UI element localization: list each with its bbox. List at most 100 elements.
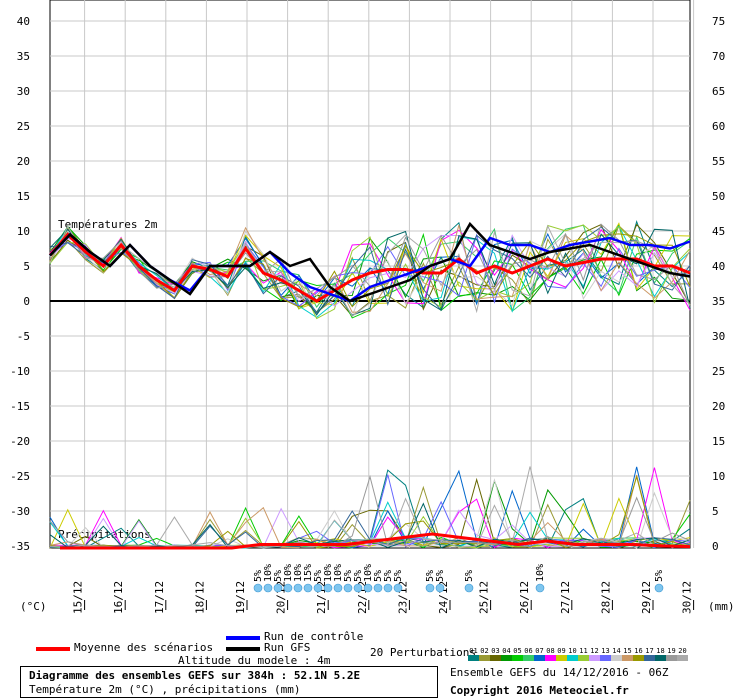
left-tick-label: 35 — [17, 50, 30, 63]
right-tick-label: 35 — [712, 295, 725, 308]
snowflake-icon — [654, 583, 664, 593]
precip-chance-label: 5% — [435, 570, 446, 582]
right-tick-label: 65 — [712, 85, 725, 98]
date-label: 15/12 — [72, 581, 85, 614]
precip-chance-label: 10% — [323, 564, 334, 582]
right-tick-label: 70 — [712, 50, 725, 63]
perturbation-number: 04 — [502, 647, 511, 655]
snowflake-icon — [253, 583, 263, 593]
snowflake-icon — [393, 583, 403, 593]
snowflake-icon — [303, 583, 313, 593]
control-legend-label: Run de contrôle — [264, 630, 364, 643]
right-tick-label: 25 — [712, 365, 725, 378]
precip-chance-label: 10% — [263, 564, 274, 582]
perturbation-swatch: 02 — [479, 647, 490, 661]
perturbation-number: 07 — [535, 647, 544, 655]
perturbation-color — [611, 655, 622, 661]
snowflake-icon — [333, 583, 343, 593]
right-unit: (mm) — [708, 600, 735, 613]
snowflake-icon — [353, 583, 363, 593]
perturbation-swatch: 01 — [468, 647, 479, 661]
perturbation-temp-line — [49, 228, 691, 316]
snowflake-icon — [263, 583, 273, 593]
perturbation-swatches: 01 02 03 04 05 06 07 08 09 10 11 12 13 14 15 16 17 18 19 20 — [468, 638, 688, 661]
perturbation-swatch: 15 — [622, 647, 633, 661]
perturbation-color — [600, 655, 611, 661]
precip-chance-label: 5% — [425, 570, 436, 582]
left-tick-label: 25 — [17, 120, 30, 133]
altitude-label: Altitude du modele : 4m — [178, 654, 331, 667]
snowflake-icon — [464, 583, 474, 593]
perturbation-color — [578, 655, 589, 661]
precip-chance-label: 10% — [333, 564, 344, 582]
footer-title: Diagramme des ensembles GEFS sur 384h : … — [29, 669, 361, 682]
perturbation-color — [622, 655, 633, 661]
perturbation-number: 01 — [469, 647, 478, 655]
gfs-legend-line — [226, 647, 260, 651]
mean-legend-label: Moyenne des scénarios — [74, 641, 214, 654]
precip-chance-label: 10% — [535, 564, 546, 582]
perturbation-temp-line — [49, 228, 691, 311]
perturbation-color — [479, 655, 490, 661]
perturbation-precip-line — [49, 510, 691, 549]
perturbation-color — [644, 655, 655, 661]
date-label: 16/12 — [112, 581, 125, 614]
right-tick-label: 55 — [712, 155, 725, 168]
perturbation-number: 05 — [513, 647, 522, 655]
snowflake-icon — [343, 583, 353, 593]
perturbation-number: 08 — [546, 647, 555, 655]
snowflake-icon — [535, 583, 545, 593]
snowflake-icon — [283, 583, 293, 593]
left-tick-label: -10 — [10, 365, 30, 378]
gfs-temp-line — [49, 221, 691, 303]
perturbation-swatch: 13 — [600, 647, 611, 661]
precip-chance-label: 15% — [303, 564, 314, 582]
date-label: 27/12 — [559, 581, 572, 614]
snowflake-icon — [425, 583, 435, 593]
precip-chance-label: 10% — [363, 564, 374, 582]
perturbation-swatch: 06 — [523, 647, 534, 661]
perturbation-swatch: 16 — [633, 647, 644, 661]
date-label: 17/12 — [153, 581, 166, 614]
perturbation-color — [501, 655, 512, 661]
right-tick-label: 50 — [712, 190, 725, 203]
perturbation-temp-line — [49, 226, 691, 314]
gfs-legend-label: Run GFS — [264, 641, 311, 654]
mean-temp-line — [48, 232, 691, 303]
perturbation-number: 03 — [491, 647, 500, 655]
perturbation-color — [512, 655, 523, 661]
perturbation-swatch: 09 — [556, 647, 567, 661]
right-tick-label: 5 — [712, 505, 719, 518]
perturbation-color — [490, 655, 501, 661]
perturbation-number: 19 — [667, 647, 676, 655]
perturbation-swatch: 20 — [677, 647, 688, 661]
perturbation-color — [556, 655, 567, 661]
precip-chance-label: 5% — [654, 570, 665, 582]
left-tick-label: 40 — [17, 15, 30, 28]
date-label: 30/12 — [681, 581, 694, 614]
perturbation-color — [589, 655, 600, 661]
footer-box: Diagramme des ensembles GEFS sur 384h : … — [20, 666, 438, 698]
right-tick-label: 20 — [712, 400, 725, 413]
perturbation-number: 12 — [590, 647, 599, 655]
precip-chance-label: 5% — [373, 570, 384, 582]
right-tick-label: 30 — [712, 330, 725, 343]
right-tick-label: 40 — [712, 260, 725, 273]
copyright: Copyright 2016 Meteociel.fr — [450, 684, 629, 697]
right-tick-label: 45 — [712, 225, 725, 238]
snowflake-icon — [323, 583, 333, 593]
snowflake-icon — [383, 583, 393, 593]
precip-chance-label: 5% — [383, 570, 394, 582]
date-label: 29/12 — [640, 581, 653, 614]
date-label: 28/12 — [599, 581, 612, 614]
perturbation-temp-line — [49, 234, 691, 307]
perturbation-color — [567, 655, 578, 661]
temperature-section-label: Températures 2m — [58, 218, 158, 231]
perturbation-color — [468, 655, 479, 661]
left-tick-label: -20 — [10, 435, 30, 448]
perturbation-swatch: 07 — [534, 647, 545, 661]
precip-chance-label: 10% — [293, 564, 304, 582]
snowflake-icon — [435, 583, 445, 593]
perturbation-color — [666, 655, 677, 661]
